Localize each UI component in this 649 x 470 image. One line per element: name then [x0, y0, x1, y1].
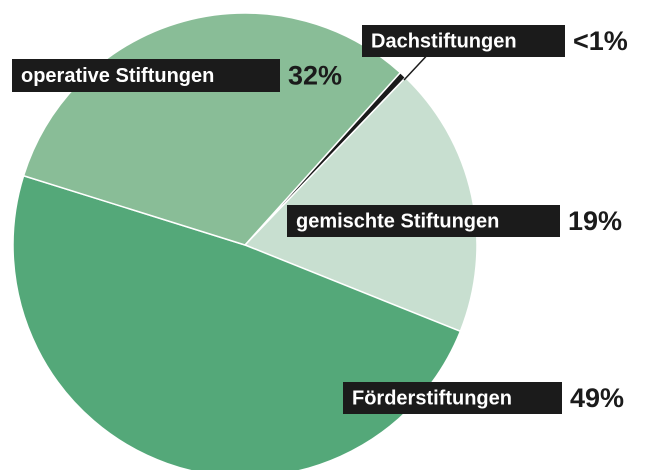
label-box: [287, 205, 560, 237]
slice-label: gemischte Stiftungen: [296, 210, 499, 232]
slice-label: Dachstiftungen: [371, 30, 517, 52]
value-label: 49%: [570, 383, 624, 413]
value-label: <1%: [573, 26, 628, 56]
label-box: [12, 59, 280, 92]
value-label: 19%: [568, 206, 622, 236]
slice-label: Förderstiftungen: [352, 387, 512, 409]
label-box: [343, 382, 562, 414]
value-label: 32%: [288, 61, 342, 91]
slice-label: operative Stiftungen: [21, 65, 214, 87]
label-box: [362, 25, 565, 57]
